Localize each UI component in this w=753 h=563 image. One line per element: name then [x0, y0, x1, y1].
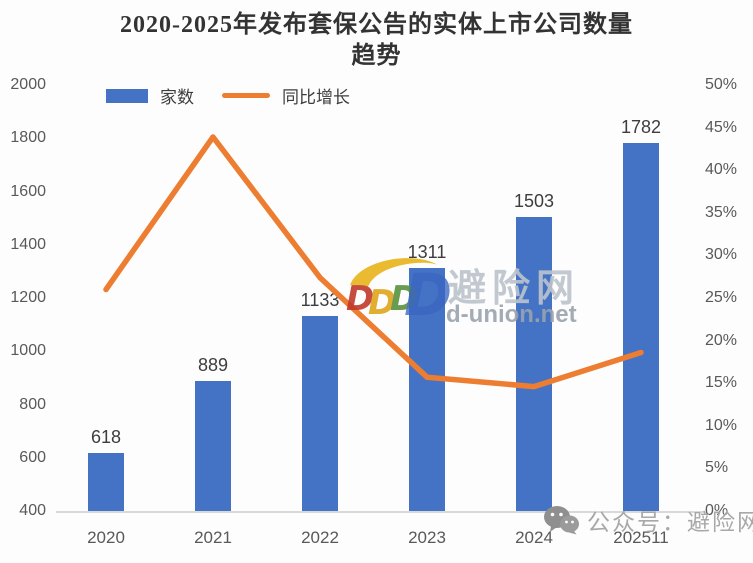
legend-bar-swatch-icon: [106, 88, 148, 103]
bar-data-label: 1503: [513, 191, 555, 212]
watermark-logo-letter: D: [346, 279, 375, 319]
legend-line-label: 同比增长: [282, 88, 350, 107]
chart-title-line1: 2020-2025年发布套保公告的实体上市公司数量: [120, 12, 633, 38]
watermark-brand-text: 避险网: [448, 268, 581, 310]
y-axis-right-tick: 20%: [705, 331, 738, 349]
x-axis-category-label: 2023: [408, 528, 446, 547]
bar-data-label: 618: [90, 426, 122, 447]
y-axis-left-tick: 600: [19, 448, 46, 466]
y-axis-left-tick: 1000: [10, 342, 46, 360]
bar-2021: [195, 380, 231, 511]
legend-bar-label: 家数: [160, 88, 194, 107]
y-axis-right-tick: 35%: [705, 203, 738, 221]
bar-2022: [302, 315, 338, 511]
bar-data-label: 1782: [620, 117, 662, 138]
y-axis-right-tick: 45%: [705, 118, 738, 136]
y-axis-right-tick: 30%: [705, 246, 738, 264]
y-axis-left-tick: 1400: [10, 235, 46, 253]
y-axis-right-tick: 15%: [705, 374, 738, 392]
chart-title-line2: 趋势: [351, 43, 402, 69]
wechat-overlay: 公众号：避险网: [543, 503, 753, 537]
x-axis-category-label: 2024: [515, 528, 553, 547]
y-axis-left-tick: 800: [19, 395, 46, 413]
x-axis-line: [56, 511, 704, 513]
y-axis-right-tick: 5%: [705, 459, 729, 477]
y-axis-right-tick: 40%: [705, 161, 738, 179]
y-axis-left-tick: 1600: [10, 182, 46, 200]
wechat-overlay-text: 公众号：避险网: [587, 509, 753, 535]
y-axis-right-tick: 25%: [705, 289, 738, 306]
bar-data-label: 889: [197, 354, 229, 375]
x-axis-category-label: 202511: [613, 528, 669, 547]
x-axis-category-label: 2021: [194, 528, 232, 547]
y-axis-right-tick: 50%: [705, 76, 738, 93]
x-axis-category-label: 2022: [301, 528, 339, 547]
wechat-icon: [544, 506, 579, 535]
y-axis-left-tick: 2000: [10, 76, 46, 93]
watermark-url-text: d-union.net: [446, 301, 577, 328]
watermark-logo-letter: D: [390, 279, 419, 319]
y-axis-left-tick: 400: [19, 502, 46, 519]
bar-202511: [623, 143, 659, 511]
watermark-logo-letter: D: [368, 283, 397, 323]
chart-title: 2020-2025年发布套保公告的实体上市公司数量 趋势: [0, 10, 753, 72]
bar-2020: [88, 452, 124, 511]
watermark-swoosh-icon: [350, 258, 438, 287]
y-axis-left-tick: 1800: [10, 129, 46, 147]
x-axis-category-label: 2020: [87, 528, 125, 547]
y-axis-right-tick: 0%: [705, 502, 729, 519]
legend-line-swatch-icon: [222, 93, 270, 98]
y-axis-left-tick: 1200: [10, 289, 46, 306]
chart-legend: 家数 同比增长: [106, 83, 350, 108]
watermark-logo-letter: D: [404, 261, 453, 329]
y-axis-right-tick: 10%: [705, 416, 738, 434]
